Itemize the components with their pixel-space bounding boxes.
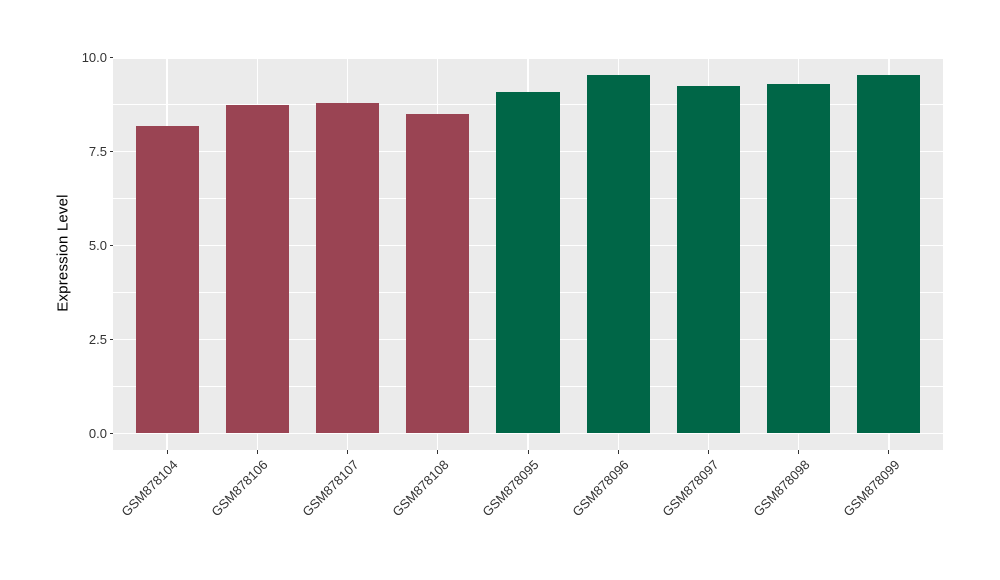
x-tick-label: GSM878098 <box>750 457 813 520</box>
x-tick-label: GSM878097 <box>659 457 722 520</box>
x-tick-mark <box>888 450 890 454</box>
y-tick-label: 2.5 <box>88 332 107 347</box>
y-tick-label: 5.0 <box>88 238 107 254</box>
x-tick-mark <box>707 450 709 454</box>
y-tick-label: 10.0 <box>81 50 107 66</box>
x-tick-mark <box>256 450 258 454</box>
x-tick-label: GSM878108 <box>389 457 452 520</box>
bar-GSM878106 <box>225 104 289 434</box>
x-tick-label: GSM878099 <box>840 457 903 520</box>
x-tick-label: GSM878095 <box>479 457 542 520</box>
bar-GSM878096 <box>586 74 650 434</box>
x-tick-label: GSM878107 <box>298 457 362 520</box>
x-tick-mark <box>166 450 168 454</box>
y-tick-label: 7.5 <box>88 144 107 160</box>
bar-GSM878108 <box>406 114 470 434</box>
bar-GSM878104 <box>135 125 199 434</box>
x-tick-mark <box>617 450 619 454</box>
y-tick-mark <box>109 151 113 153</box>
bar-GSM878097 <box>676 86 741 434</box>
x-tick-mark <box>527 450 529 454</box>
x-tick-label: GSM878106 <box>208 457 271 520</box>
x-tick-mark <box>347 450 349 454</box>
x-tick-mark <box>437 450 439 454</box>
x-tick-label: GSM878104 <box>118 457 181 520</box>
y-tick-mark <box>109 339 113 341</box>
bar-GSM878098 <box>767 84 831 434</box>
y-tick-mark <box>109 432 113 434</box>
y-tick-mark <box>109 245 113 247</box>
bar-GSM878107 <box>316 103 380 434</box>
bar-GSM878099 <box>857 74 921 434</box>
x-tick-label: GSM878096 <box>569 457 632 520</box>
plot-panel <box>113 57 943 450</box>
x-tick-mark <box>798 450 800 454</box>
y-tick-label: 0.0 <box>88 425 107 441</box>
y-tick-mark <box>109 57 113 59</box>
bar-GSM878095 <box>496 91 560 434</box>
